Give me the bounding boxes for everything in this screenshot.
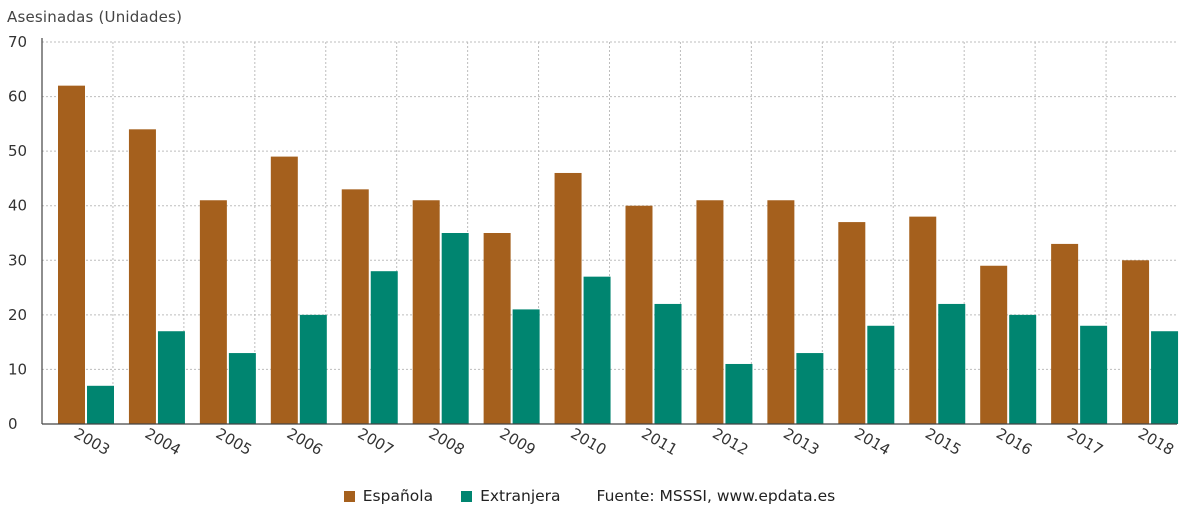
bar-extranjera-2003[interactable] — [87, 385, 114, 424]
y-tick-label: 40 — [8, 197, 27, 215]
legend-swatch — [461, 490, 473, 502]
y-tick-label: 10 — [8, 360, 27, 378]
bar-espanola-2006[interactable] — [270, 156, 298, 424]
bar-espanola-2010[interactable] — [554, 172, 582, 424]
y-tick-label: 70 — [8, 33, 27, 51]
x-tick-label: 2005 — [213, 424, 255, 459]
x-tick-label: 2006 — [284, 424, 326, 459]
bar-extranjera-2012[interactable] — [725, 363, 753, 424]
x-tick-label: 2009 — [497, 424, 539, 459]
bar-espanola-2017[interactable] — [1051, 243, 1079, 424]
bar-espanola-2005[interactable] — [199, 200, 227, 424]
bar-espanola-2014[interactable] — [838, 222, 866, 424]
y-tick-label: 50 — [8, 142, 27, 160]
bar-extranjera-2017[interactable] — [1080, 325, 1108, 424]
bar-extranjera-2011[interactable] — [654, 303, 682, 424]
bar-extranjera-2018[interactable] — [1151, 331, 1179, 424]
x-tick-label: 2004 — [142, 424, 184, 459]
legend: Española Extranjera Fuente: MSSSI, www.e… — [0, 487, 1179, 505]
legend-label: Española — [362, 487, 434, 505]
bars — [58, 85, 1179, 425]
bar-espanola-2004[interactable] — [128, 129, 156, 425]
bar-extranjera-2013[interactable] — [796, 353, 824, 424]
bar-extranjera-2015[interactable] — [938, 303, 966, 424]
legend-item-extranjera[interactable]: Extranjera — [461, 487, 561, 505]
bar-extranjera-2009[interactable] — [512, 309, 540, 424]
bar-extranjera-2005[interactable] — [228, 353, 256, 424]
bar-espanola-2013[interactable] — [767, 200, 795, 424]
bar-extranjera-2004[interactable] — [157, 331, 185, 424]
bar-extranjera-2016[interactable] — [1009, 314, 1037, 424]
bar-extranjera-2014[interactable] — [867, 325, 895, 424]
bar-espanola-2018[interactable] — [1122, 260, 1150, 424]
x-tick-label: 2016 — [993, 424, 1035, 459]
y-tick-label: 30 — [8, 251, 27, 269]
x-tick-label: 2008 — [426, 424, 468, 459]
axes — [41, 38, 1177, 425]
y-tick-label: 60 — [8, 88, 27, 106]
x-tick-label: 2018 — [1135, 424, 1177, 459]
legend-swatch — [343, 490, 355, 502]
x-tick-label: 2013 — [780, 424, 822, 459]
x-tick-label: 2017 — [1064, 424, 1106, 459]
bar-espanola-2003[interactable] — [58, 85, 85, 425]
source-note: Fuente: MSSSI, www.epdata.es — [596, 487, 836, 505]
x-tick-label: 2014 — [851, 424, 893, 459]
bar-extranjera-2010[interactable] — [583, 276, 611, 424]
x-tick-label: 2003 — [71, 424, 113, 459]
legend-label: Extranjera — [480, 487, 561, 505]
bar-espanola-2012[interactable] — [696, 200, 724, 424]
bar-espanola-2015[interactable] — [909, 216, 937, 424]
bar-espanola-2009[interactable] — [483, 233, 511, 424]
x-tick-label: 2015 — [922, 424, 964, 459]
y-axis-title: Asesinadas (Unidades) — [7, 8, 182, 26]
x-axis-ticks: 2003 2004 2005 2006 2007 2008 2009 2010 2011 2012… — [71, 424, 1177, 459]
bar-espanola-2008[interactable] — [412, 200, 440, 424]
x-tick-label: 2007 — [355, 424, 397, 459]
bar-espanola-2016[interactable] — [980, 265, 1008, 424]
x-tick-label: 2011 — [638, 424, 680, 459]
y-tick-label: 0 — [8, 415, 18, 433]
legend-item-espanola[interactable]: Española — [343, 487, 434, 505]
bar-extranjera-2007[interactable] — [370, 271, 398, 424]
bar-extranjera-2006[interactable] — [299, 314, 327, 424]
bar-espanola-2007[interactable] — [341, 189, 369, 424]
x-tick-label: 2012 — [709, 424, 751, 459]
y-tick-label: 20 — [8, 306, 27, 324]
y-axis-ticks: 0 10 20 30 40 50 60 70 — [8, 33, 27, 433]
bar-espanola-2011[interactable] — [625, 205, 653, 424]
x-tick-label: 2010 — [567, 424, 609, 459]
bar-extranjera-2008[interactable] — [441, 233, 469, 424]
